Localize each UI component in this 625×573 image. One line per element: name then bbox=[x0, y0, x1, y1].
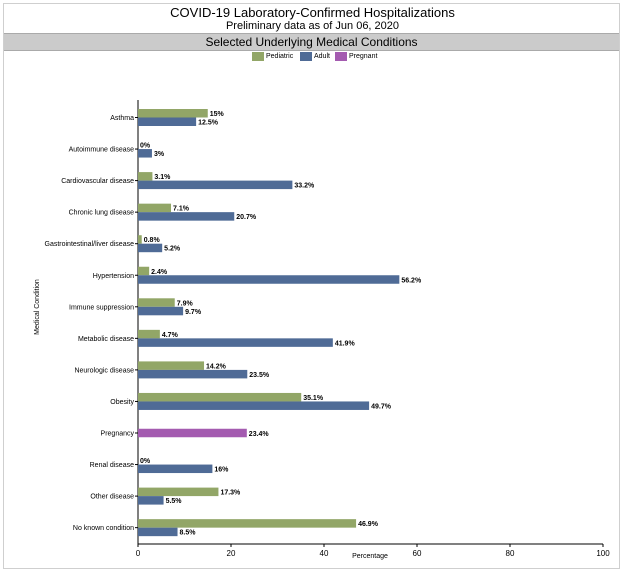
bar-adult-immune-suppression bbox=[138, 306, 184, 316]
category-label-cardiovascular-disease: Cardiovascular disease bbox=[61, 178, 134, 185]
category-label-other-disease: Other disease bbox=[90, 494, 134, 501]
legend-swatch-pregnant bbox=[335, 52, 347, 61]
legend-swatch-pediatric bbox=[252, 52, 264, 61]
data-label-pediatric-gastrointestinal-liver-disease: 0.8% bbox=[144, 237, 161, 244]
bar-pediatric-no-known-condition bbox=[138, 519, 357, 528]
bar-adult-no-known-condition bbox=[138, 527, 178, 537]
data-label-pediatric-no-known-condition: 46.9% bbox=[358, 521, 379, 528]
category-label-chronic-lung-disease: Chronic lung disease bbox=[69, 210, 134, 217]
bar-adult-chronic-lung-disease bbox=[138, 212, 235, 221]
legend-swatch-adult bbox=[300, 52, 312, 61]
legend-label-pregnant: Pregnant bbox=[349, 53, 378, 60]
category-label-metabolic-disease: Metabolic disease bbox=[78, 336, 134, 343]
bar-pediatric-neurologic-disease bbox=[138, 361, 205, 370]
data-label-pediatric-metabolic-disease: 4.7% bbox=[162, 332, 179, 339]
chart-frame bbox=[3, 3, 620, 569]
bar-adult-asthma bbox=[138, 117, 197, 126]
data-label-adult-no-known-condition: 8.5% bbox=[180, 530, 197, 537]
bar-adult-other-disease bbox=[138, 496, 164, 505]
x-tick-label: 80 bbox=[506, 549, 515, 558]
bar-adult-autoimmune-disease bbox=[138, 149, 152, 158]
data-label-pediatric-neurologic-disease: 14.2% bbox=[206, 363, 227, 370]
bar-adult-hypertension bbox=[138, 275, 400, 284]
category-label-asthma: Asthma bbox=[110, 115, 134, 122]
legend-label-adult: Adult bbox=[314, 53, 330, 60]
category-label-obesity: Obesity bbox=[110, 399, 134, 406]
legend-label-pediatric: Pediatric bbox=[266, 53, 294, 60]
data-label-adult-immune-suppression: 9.7% bbox=[185, 309, 202, 316]
x-tick-label: 100 bbox=[596, 549, 610, 558]
data-label-pediatric-other-disease: 17.3% bbox=[220, 490, 241, 497]
bar-adult-gastrointestinal-liver-disease bbox=[138, 243, 163, 253]
data-label-pregnant-pregnancy: 23.4% bbox=[249, 431, 270, 438]
data-label-adult-renal-disease: 16% bbox=[214, 467, 229, 474]
bar-pediatric-metabolic-disease bbox=[138, 329, 160, 339]
bar-pediatric-other-disease bbox=[138, 487, 219, 497]
data-label-adult-hypertension: 56.2% bbox=[401, 277, 422, 284]
chart-subtitle: Preliminary data as of Jun 06, 2020 bbox=[225, 20, 400, 32]
data-label-adult-obesity: 49.7% bbox=[371, 403, 392, 410]
bar-pediatric-gastrointestinal-liver-disease bbox=[138, 235, 142, 244]
data-label-pediatric-asthma: 15% bbox=[210, 111, 225, 118]
bar-adult-cardiovascular-disease bbox=[138, 180, 293, 190]
section-header: Selected Underlying Medical Conditions bbox=[4, 33, 619, 51]
chart-title: COVID-19 Laboratory-Confirmed Hospitaliz… bbox=[170, 5, 455, 20]
bar-pediatric-cardiovascular-disease bbox=[138, 172, 153, 181]
x-tick-label: 20 bbox=[227, 549, 236, 558]
x-tick-label: 40 bbox=[320, 549, 329, 558]
data-label-pediatric-autoimmune-disease: 0% bbox=[140, 143, 151, 150]
category-label-neurologic-disease: Neurologic disease bbox=[74, 367, 134, 374]
data-label-adult-neurologic-disease: 23.5% bbox=[249, 372, 270, 379]
bar-adult-renal-disease bbox=[138, 464, 213, 474]
data-label-pediatric-immune-suppression: 7.9% bbox=[177, 300, 194, 307]
category-label-pregnancy: Pregnancy bbox=[101, 431, 135, 438]
bar-adult-metabolic-disease bbox=[138, 338, 333, 347]
data-label-adult-cardiovascular-disease: 33.2% bbox=[294, 183, 315, 190]
data-label-pediatric-cardiovascular-disease: 3.1% bbox=[154, 174, 171, 181]
category-label-autoimmune-disease: Autoimmune disease bbox=[69, 147, 134, 154]
category-label-gastrointestinal-liver-disease: Gastrointestinal/liver disease bbox=[45, 241, 135, 248]
legend: Pediatric Adult Pregnant bbox=[0, 52, 625, 64]
data-label-pediatric-hypertension: 2.4% bbox=[151, 269, 168, 276]
bar-adult-obesity bbox=[138, 401, 370, 410]
bar-pediatric-asthma bbox=[138, 109, 208, 118]
data-label-pediatric-chronic-lung-disease: 7.1% bbox=[173, 206, 190, 213]
data-label-pediatric-renal-disease: 0% bbox=[140, 458, 151, 465]
x-tick-label: 60 bbox=[413, 549, 422, 558]
x-axis-title: Percentage bbox=[352, 553, 388, 560]
data-label-adult-autoimmune-disease: 3% bbox=[154, 151, 165, 158]
bar-pediatric-hypertension bbox=[138, 266, 150, 276]
category-label-hypertension: Hypertension bbox=[93, 273, 134, 280]
data-label-adult-gastrointestinal-liver-disease: 5.2% bbox=[164, 246, 181, 253]
data-label-adult-asthma: 12.5% bbox=[198, 120, 219, 127]
y-axis-title: Medical Condition bbox=[34, 279, 41, 335]
x-tick-label: 0 bbox=[136, 549, 141, 558]
category-label-renal-disease: Renal disease bbox=[90, 462, 134, 469]
data-label-pediatric-obesity: 35.1% bbox=[303, 395, 324, 402]
bar-pediatric-chronic-lung-disease bbox=[138, 203, 172, 213]
bar-pediatric-immune-suppression bbox=[138, 298, 175, 307]
data-label-adult-metabolic-disease: 41.9% bbox=[335, 340, 356, 347]
bar-pediatric-obesity bbox=[138, 392, 302, 402]
category-label-immune-suppression: Immune suppression bbox=[69, 304, 134, 311]
bar-pregnant-pregnancy bbox=[138, 428, 247, 438]
data-label-adult-chronic-lung-disease: 20.7% bbox=[236, 214, 257, 221]
category-label-no-known-condition: No known condition bbox=[73, 525, 134, 532]
bar-adult-neurologic-disease bbox=[138, 369, 248, 379]
data-label-adult-other-disease: 5.5% bbox=[166, 498, 183, 505]
